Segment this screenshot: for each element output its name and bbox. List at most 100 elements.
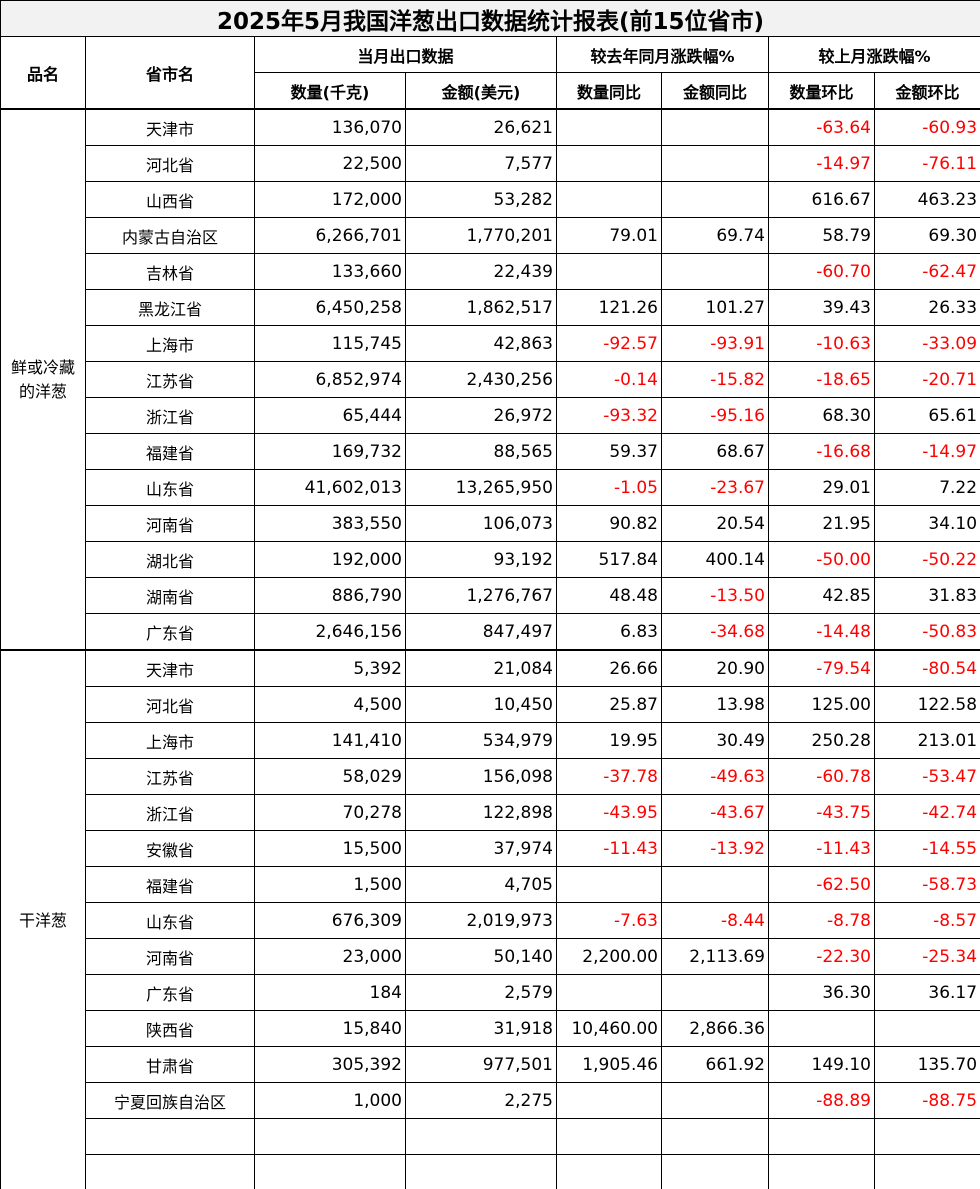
cell-amt-yoy: -43.67	[661, 794, 769, 831]
cell-amount: 1,770,201	[405, 217, 557, 254]
cell-province: 天津市	[85, 649, 255, 687]
cell-province: 内蒙古自治区	[85, 217, 255, 254]
cell-qty-yoy	[556, 253, 662, 290]
cell-amount	[405, 1154, 557, 1189]
cell-qty-mom: 29.01	[768, 469, 875, 506]
cell-amount: 847,497	[405, 613, 557, 651]
table-row: 浙江省 70,278 122,898 -43.95 -43.67 -43.75 -42.74	[1, 794, 980, 831]
cell-amt-mom: 36.17	[873, 974, 980, 1011]
table-row: 河南省 23,000 50,140 2,200.00 2,113.69 -22.30 -25…	[1, 938, 980, 975]
cell-quantity: 6,450,258	[254, 289, 406, 326]
cell-amt-yoy: 101.27	[661, 289, 769, 326]
cell-amt-mom: 463.23	[873, 181, 980, 218]
cell-amount: 2,019,973	[405, 902, 557, 939]
cell-quantity: 4,500	[254, 686, 406, 723]
table-row: 湖南省 886,790 1,276,767 48.48 -13.50 42.85 31.83	[1, 577, 980, 614]
cell-qty-yoy: 48.48	[556, 577, 662, 614]
table-row: 陕西省 15,840 31,918 10,460.00 2,866.36	[1, 1010, 980, 1047]
cell-amt-yoy: 68.67	[661, 433, 769, 470]
cell-amt-mom: -53.47	[873, 758, 980, 795]
header-monthly: 当月出口数据	[254, 36, 557, 73]
cell-province: 甘肃省	[85, 1046, 255, 1083]
cell-quantity	[254, 1154, 406, 1189]
cell-qty-yoy: 1,905.46	[556, 1046, 662, 1083]
cell-amt-mom: -42.74	[873, 794, 980, 831]
cell-qty-mom: 68.30	[768, 397, 875, 434]
cell-amt-mom: -25.34	[873, 938, 980, 975]
cell-qty-mom	[768, 1154, 875, 1189]
cell-qty-yoy: 2,200.00	[556, 938, 662, 975]
cell-quantity: 383,550	[254, 505, 406, 542]
cell-amount: 7,577	[405, 145, 557, 182]
cell-qty-mom: -16.68	[768, 433, 875, 470]
table-row: 广东省 2,646,156 847,497 6.83 -34.68 -14.48 -50.8…	[0, 613, 980, 651]
cell-amt-yoy: 20.90	[661, 649, 769, 687]
cell-amt-yoy	[661, 1118, 769, 1155]
cell-amt-mom: -50.83	[873, 613, 980, 651]
cell-province: 上海市	[85, 722, 255, 759]
cell-qty-mom: 58.79	[768, 217, 875, 254]
header-product: 品名	[0, 36, 86, 110]
table-row: 江苏省 6,852,974 2,430,256 -0.14 -15.82 -18.65 -2…	[1, 361, 980, 398]
cell-amt-mom: 69.30	[873, 217, 980, 254]
cell-amt-yoy: 661.92	[661, 1046, 769, 1083]
cell-qty-mom	[768, 1010, 875, 1047]
cell-quantity: 141,410	[254, 722, 406, 759]
cell-qty-mom	[768, 1118, 875, 1155]
cell-province: 吉林省	[85, 253, 255, 290]
cell-qty-yoy: 10,460.00	[556, 1010, 662, 1047]
cell-amt-yoy: 2,113.69	[661, 938, 769, 975]
cell-qty-yoy: -93.32	[556, 397, 662, 434]
table-row: 河南省 383,550 106,073 90.82 20.54 21.95 34.10	[1, 505, 980, 542]
cell-amount: 13,265,950	[405, 469, 557, 506]
cell-quantity: 23,000	[254, 938, 406, 975]
cell-quantity	[254, 1118, 406, 1155]
cell-qty-yoy: 517.84	[556, 541, 662, 578]
cell-amt-yoy: -49.63	[661, 758, 769, 795]
cell-amt-yoy: 69.74	[661, 217, 769, 254]
cell-province: 上海市	[85, 325, 255, 362]
table-row	[1, 1118, 980, 1155]
cell-amount: 2,430,256	[405, 361, 557, 398]
cell-qty-mom: 125.00	[768, 686, 875, 723]
header-amt-mom: 金额环比	[873, 72, 980, 110]
table-row: 干洋葱 天津市 5,392 21,084 26.66 20.90 -79.54 -80.54	[0, 649, 980, 1189]
cell-amount: 88,565	[405, 433, 557, 470]
cell-province: 山东省	[85, 902, 255, 939]
cell-qty-yoy	[556, 145, 662, 182]
cell-qty-yoy: -11.43	[556, 830, 662, 867]
cell-province: 浙江省	[85, 397, 255, 434]
cell-qty-mom: -11.43	[768, 830, 875, 867]
cell-qty-mom: -22.30	[768, 938, 875, 975]
cell-amount: 1,862,517	[405, 289, 557, 326]
product-name: 干洋葱	[0, 649, 86, 1189]
header-mom: 较上月涨跌幅%	[767, 36, 980, 73]
cell-amt-yoy: -34.68	[661, 613, 769, 651]
cell-quantity: 192,000	[254, 541, 406, 578]
cell-qty-yoy: 121.26	[556, 289, 662, 326]
cell-province: 山西省	[85, 181, 255, 218]
cell-amount: 42,863	[405, 325, 557, 362]
cell-amt-mom	[873, 1010, 980, 1047]
cell-amt-yoy	[661, 866, 769, 903]
cell-amt-mom: -76.11	[873, 145, 980, 182]
table-row: 山东省 676,309 2,019,973 -7.63 -8.44 -8.78 -8.57	[1, 902, 980, 939]
cell-qty-yoy: 90.82	[556, 505, 662, 542]
table-row: 山西省 172,000 53,282 616.67 463.23	[1, 181, 980, 218]
cell-qty-mom: 39.43	[768, 289, 875, 326]
cell-amount: 10,450	[405, 686, 557, 723]
cell-qty-yoy: -92.57	[556, 325, 662, 362]
cell-amt-mom: -88.75	[873, 1082, 980, 1119]
cell-province: 河南省	[85, 505, 255, 542]
header-qty-yoy: 数量同比	[556, 72, 662, 110]
cell-quantity: 41,602,013	[254, 469, 406, 506]
cell-quantity: 5,392	[254, 649, 406, 687]
product-name: 鲜或冷藏的洋葱	[0, 108, 86, 651]
cell-province: 广东省	[85, 613, 255, 651]
cell-province: 黑龙江省	[85, 289, 255, 326]
cell-amt-yoy: -93.91	[661, 325, 769, 362]
cell-amt-mom: -80.54	[873, 649, 980, 687]
cell-qty-yoy	[556, 1082, 662, 1119]
table-row: 广东省 184 2,579 36.30 36.17	[1, 974, 980, 1011]
cell-qty-mom: 21.95	[768, 505, 875, 542]
